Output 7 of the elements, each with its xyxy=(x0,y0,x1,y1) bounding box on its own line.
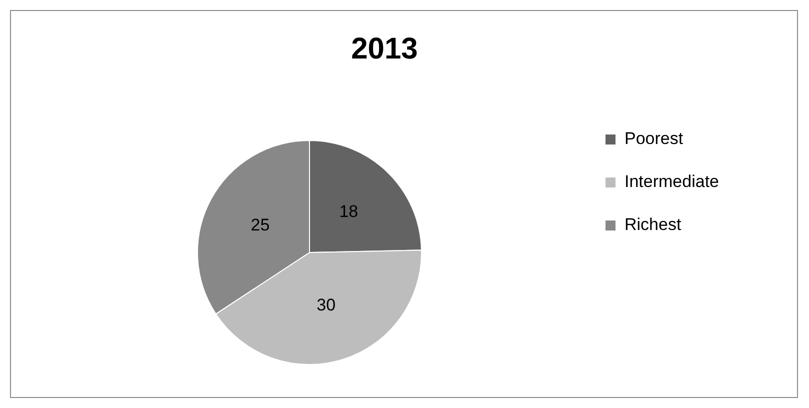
legend-label: Richest xyxy=(624,215,682,234)
data-label: 18 xyxy=(339,202,358,222)
data-label: 30 xyxy=(316,296,336,315)
chart-title: 2013 xyxy=(351,32,418,66)
legend-label: Poorest xyxy=(624,129,684,148)
data-label: 25 xyxy=(250,216,270,235)
legend-label: Intermediate xyxy=(624,172,720,192)
